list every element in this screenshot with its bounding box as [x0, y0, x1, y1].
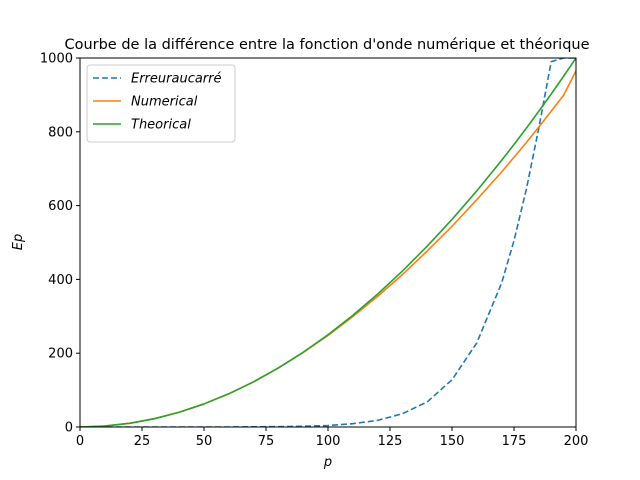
- x-tick-label: 75: [258, 434, 275, 449]
- y-axis-label: Ep: [11, 234, 26, 250]
- y-tick-label: 800: [48, 125, 73, 140]
- chart-title: Courbe de la différence entre la fonctio…: [64, 37, 589, 53]
- y-tick-label: 400: [48, 273, 73, 288]
- series-layer: [80, 58, 576, 427]
- y-tick-label: 0: [65, 421, 73, 436]
- x-tick-label: 50: [196, 434, 213, 449]
- y-axis: 0 200 400 600 800 1000: [40, 52, 80, 436]
- x-axis-label: p: [323, 455, 332, 470]
- legend-label: Erreuraucarré: [131, 72, 222, 87]
- y-tick-label: 600: [48, 199, 73, 214]
- x-tick-label: 0: [76, 434, 84, 449]
- y-tick-label: 200: [48, 347, 73, 362]
- legend-label: Numerical: [131, 95, 198, 110]
- y-tick-label: 1000: [40, 52, 73, 67]
- legend-box: [86, 64, 236, 143]
- x-tick-label: 100: [316, 434, 341, 449]
- x-tick-label: 200: [564, 434, 589, 449]
- x-tick-label: 150: [440, 434, 465, 449]
- x-tick-label: 175: [502, 434, 527, 449]
- x-tick-label: 125: [378, 434, 403, 449]
- legend-label: Theorical: [131, 118, 191, 133]
- series-line-theorical: [80, 58, 576, 427]
- x-tick-label: 25: [134, 434, 151, 449]
- legend: Erreuraucarré Numerical Theorical: [86, 64, 236, 143]
- x-axis: 0 25 50 75 100 125 150 175 200: [76, 427, 589, 449]
